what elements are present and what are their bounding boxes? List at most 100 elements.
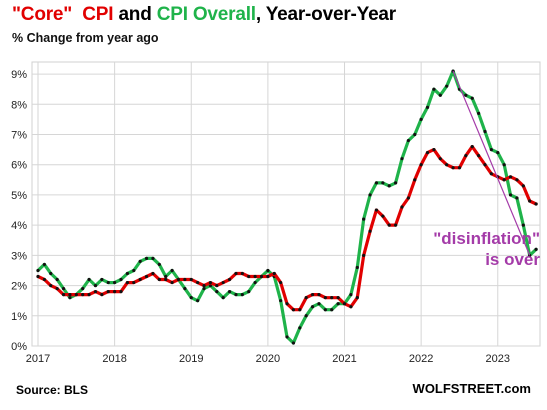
disinflation-trend-line (452, 70, 531, 256)
data-point (413, 132, 417, 137)
data-point (400, 205, 404, 209)
data-point (445, 84, 449, 88)
data-point (508, 175, 513, 179)
data-point (425, 151, 430, 155)
data-point (61, 293, 66, 297)
data-point (298, 308, 302, 312)
data-point (362, 217, 366, 221)
data-point (477, 154, 481, 158)
data-point (49, 271, 53, 276)
source-label: Source: BLS (16, 383, 89, 397)
y-tick-label: 9% (11, 69, 27, 81)
y-tick-label: 2% (11, 281, 27, 293)
data-point (393, 181, 398, 185)
data-point (528, 199, 532, 203)
data-point (451, 166, 455, 170)
x-tick-label: 2021 (332, 353, 356, 365)
data-point (132, 280, 136, 285)
data-point (483, 129, 487, 134)
data-point (42, 277, 46, 282)
data-point (157, 277, 161, 282)
y-tick-label: 5% (11, 190, 27, 202)
data-point (93, 290, 98, 294)
data-point (470, 144, 474, 149)
data-point (189, 277, 193, 282)
data-point (240, 293, 244, 297)
data-point (285, 302, 289, 306)
data-point (336, 296, 340, 300)
data-point (253, 274, 257, 279)
data-point (355, 296, 359, 300)
title-part-2: CPI (82, 4, 114, 25)
data-point (272, 271, 276, 276)
data-point (247, 290, 251, 294)
data-point (227, 277, 232, 282)
data-point (406, 138, 410, 143)
data-point (432, 148, 436, 152)
data-point (457, 166, 462, 170)
data-point (138, 259, 142, 264)
data-point (215, 283, 219, 288)
data-point (100, 293, 104, 297)
y-tick-label: 6% (11, 160, 27, 172)
data-point (68, 296, 72, 300)
data-point (202, 286, 206, 291)
data-point (170, 280, 174, 285)
data-point (317, 293, 321, 297)
data-point (125, 271, 129, 276)
x-tick-label: 2023 (486, 353, 510, 365)
title-part-0: "Core" (12, 4, 73, 25)
title-part-3: and (113, 4, 157, 25)
data-point (183, 277, 187, 282)
data-point (432, 87, 436, 91)
data-point (291, 308, 296, 312)
annotation-line-2: is over (485, 250, 540, 269)
data-point (515, 196, 519, 200)
data-point (49, 283, 53, 288)
data-point (406, 196, 410, 200)
data-point (151, 256, 155, 260)
data-point (202, 283, 206, 288)
chart-title: "Core" CPI and CPI Overall, Year-over-Ye… (12, 4, 396, 26)
data-point (119, 277, 123, 282)
data-point (330, 308, 334, 312)
brand-label: WOLFSTREET.com (412, 381, 531, 396)
data-point (55, 277, 59, 282)
data-point (240, 271, 244, 276)
data-point (36, 274, 40, 279)
data-point (381, 214, 385, 218)
data-point (144, 256, 149, 260)
data-point (234, 293, 238, 297)
data-point (125, 280, 129, 285)
data-point (489, 172, 493, 176)
data-point (266, 274, 270, 279)
data-point (164, 274, 168, 279)
data-point (164, 277, 168, 282)
data-point (113, 290, 117, 294)
x-tick-label: 2020 (256, 353, 280, 365)
data-point (266, 268, 270, 273)
data-point (176, 277, 181, 282)
data-point (502, 163, 506, 167)
y-tick-label: 8% (11, 99, 27, 111)
data-point (521, 223, 525, 227)
data-point (208, 280, 213, 285)
data-point (221, 280, 225, 285)
data-point (100, 277, 104, 282)
data-point (81, 286, 85, 291)
data-point (489, 148, 493, 152)
data-point (323, 296, 327, 300)
x-tick-label: 2018 (102, 353, 126, 365)
data-point (508, 193, 513, 197)
data-point (438, 93, 442, 97)
data-point (234, 271, 238, 276)
data-point (144, 274, 149, 279)
data-point (496, 151, 500, 155)
data-point (215, 290, 219, 294)
x-tick-label: 2019 (179, 353, 203, 365)
data-point (81, 293, 85, 297)
data-point (259, 274, 264, 279)
data-point (534, 247, 538, 251)
data-point (355, 265, 359, 270)
data-point (106, 290, 110, 294)
